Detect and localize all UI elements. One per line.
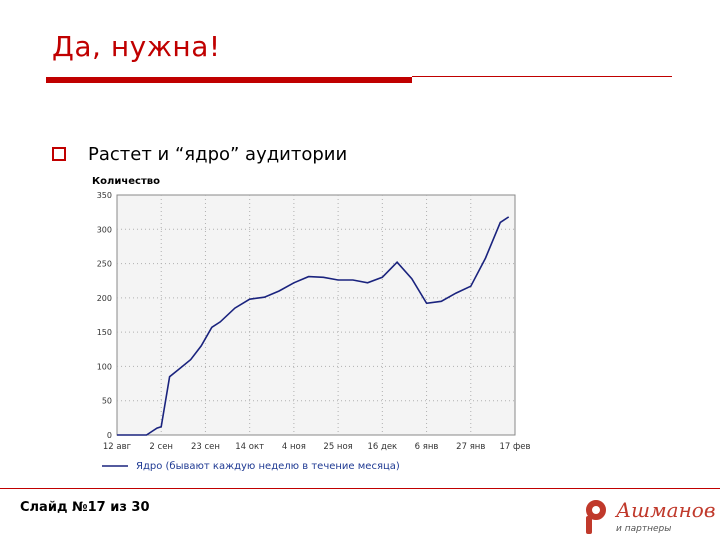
series-line-core — [117, 216, 510, 436]
x-tick-label: 12 авг — [103, 442, 132, 452]
y-tick-label: 100 — [97, 362, 112, 371]
x-tick-label: 6 янв — [415, 442, 439, 452]
x-tick-label: 17 фев — [499, 442, 530, 452]
y-tick-label: 200 — [97, 294, 112, 303]
x-tick-label: 27 янв — [456, 442, 485, 452]
x-tick-label: 25 ноя — [323, 442, 352, 452]
logo-mark-tail — [586, 516, 592, 534]
y-tick-label: 250 — [97, 260, 112, 269]
legend-label: Ядро (бывают каждую неделю в течение мес… — [136, 461, 400, 472]
x-tick-label: 16 дек — [367, 442, 397, 452]
y-tick-label: 350 — [97, 191, 112, 200]
x-tick-label: 14 окт — [235, 442, 264, 452]
y-tick-label: 300 — [97, 225, 112, 234]
company-logo: Ашманов и партнеры — [582, 496, 720, 540]
slide-title: Да, нужна! — [52, 30, 221, 63]
x-tick-labels: 12 авг 2 сен 23 сен 14 окт 4 ноя 25 ноя 16 дек… — [103, 442, 531, 452]
bullet-text: Растет и “ядро” аудитории — [88, 144, 348, 165]
line-chart: Количество 0 50 100 150 200 250 300 350 12 авг 2… — [80, 170, 550, 480]
y-tick-labels: 0 50 100 150 200 250 300 350 — [97, 191, 112, 440]
title-underline-thick — [46, 77, 412, 83]
title-underline-thin — [412, 76, 672, 77]
x-tick-label: 23 сен — [191, 442, 220, 452]
logo-subtitle: и партнеры — [616, 524, 672, 534]
y-tick-label: 0 — [107, 431, 112, 440]
grid-lines — [117, 195, 515, 435]
logo-name: Ашманов — [616, 498, 716, 522]
slide-counter: Слайд №17 из 30 — [20, 500, 150, 515]
y-tick-label: 50 — [102, 397, 112, 406]
logo-mark-icon — [586, 500, 606, 520]
y-tick-label: 150 — [97, 328, 112, 337]
footer-divider — [0, 488, 720, 489]
y-axis-label: Количество — [92, 176, 160, 187]
x-tick-label: 4 ноя — [282, 442, 306, 452]
bullet-square-icon — [52, 147, 66, 161]
x-tick-label: 2 сен — [149, 442, 173, 452]
plot-area — [116, 194, 516, 436]
